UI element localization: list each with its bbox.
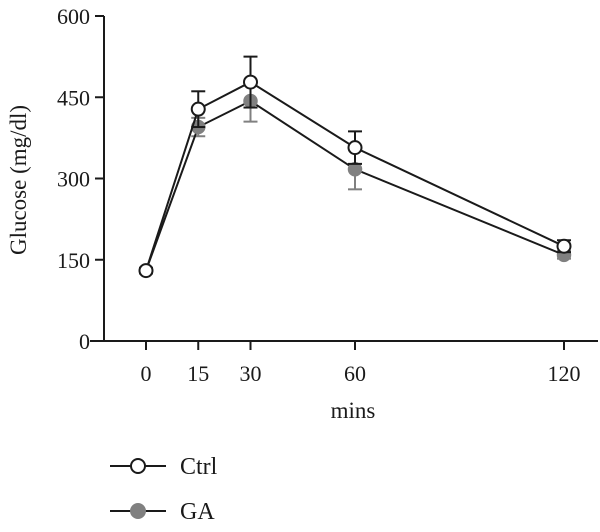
legend-marker-ga xyxy=(130,503,146,519)
data-point xyxy=(138,263,154,279)
data-point xyxy=(243,74,258,90)
data-point xyxy=(347,140,363,156)
y-axis-title: Glucose (mg/dl) xyxy=(6,105,31,255)
legend-marker-ctrl xyxy=(130,458,146,474)
y-tick-label: 0 xyxy=(79,329,90,354)
y-tick-label: 300 xyxy=(57,167,90,192)
data-point xyxy=(556,238,572,254)
x-axis-title: mins xyxy=(331,398,376,423)
x-tick-label: 15 xyxy=(187,361,209,386)
legend-label-ga: GA xyxy=(180,499,215,525)
series-ctrl xyxy=(138,55,572,279)
y-tick-label: 150 xyxy=(57,248,90,273)
x-axis-ticks: 0 15 30 60 120 xyxy=(141,341,581,386)
x-tick-label: 120 xyxy=(548,361,581,386)
axes xyxy=(90,16,598,342)
y-tick-label: 450 xyxy=(57,85,90,110)
legend: Ctrl GA xyxy=(110,454,218,525)
x-tick-label: 60 xyxy=(344,361,366,386)
series-layer xyxy=(138,55,572,279)
legend-label-ctrl: Ctrl xyxy=(180,454,218,480)
x-tick-label: 30 xyxy=(240,361,262,386)
y-axis-ticks: 0 150 300 450 600 xyxy=(57,4,104,354)
x-tick-label: 0 xyxy=(141,361,152,386)
y-tick-label: 600 xyxy=(57,4,90,29)
data-point xyxy=(190,101,206,117)
